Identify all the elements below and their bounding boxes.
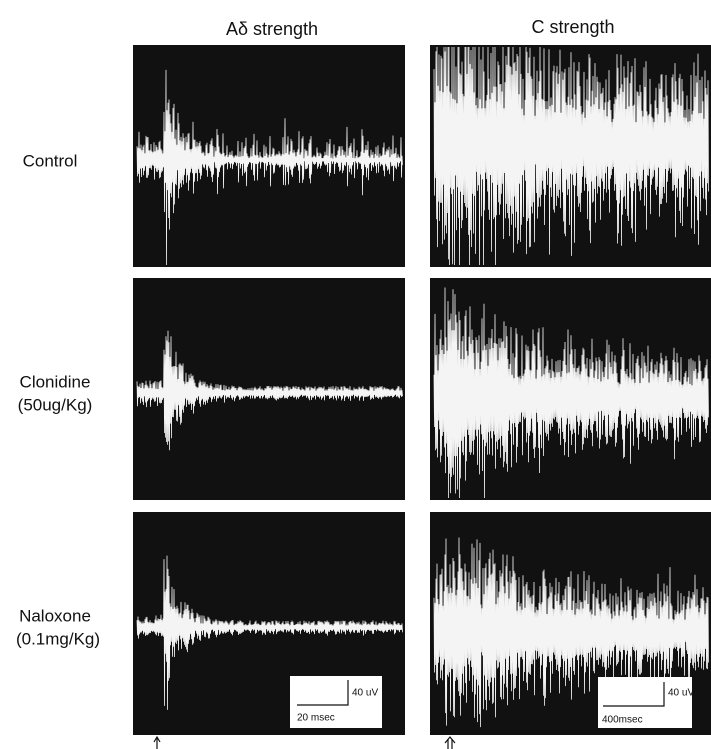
scale-amplitude: 40 uV: [668, 688, 694, 699]
row-label: Control: [23, 151, 78, 170]
stimulus-arrow: [445, 737, 455, 749]
column-header: C strength: [531, 17, 614, 37]
column-header: Aδ strength: [226, 19, 318, 39]
page: {"headers": ["Aδ strength", "C strength"…: [0, 0, 711, 749]
scale-bar: 40 uV 400msec: [598, 677, 694, 728]
panels: [133, 45, 711, 735]
scale-bar: 40 uV 20 msec: [290, 676, 382, 728]
row-label: Naloxone: [19, 606, 91, 625]
scale-time: 400msec: [602, 715, 643, 726]
scale-time: 20 msec: [297, 713, 335, 724]
row-dose: (50ug/Kg): [18, 395, 93, 414]
stimulus-arrow: [154, 737, 160, 749]
figure: Aδ strength C strength Control Clonidine…: [0, 0, 711, 749]
scale-amplitude: 40 uV: [352, 688, 378, 699]
row-label: Clonidine: [20, 372, 91, 391]
row-dose: (0.1mg/Kg): [16, 629, 100, 648]
